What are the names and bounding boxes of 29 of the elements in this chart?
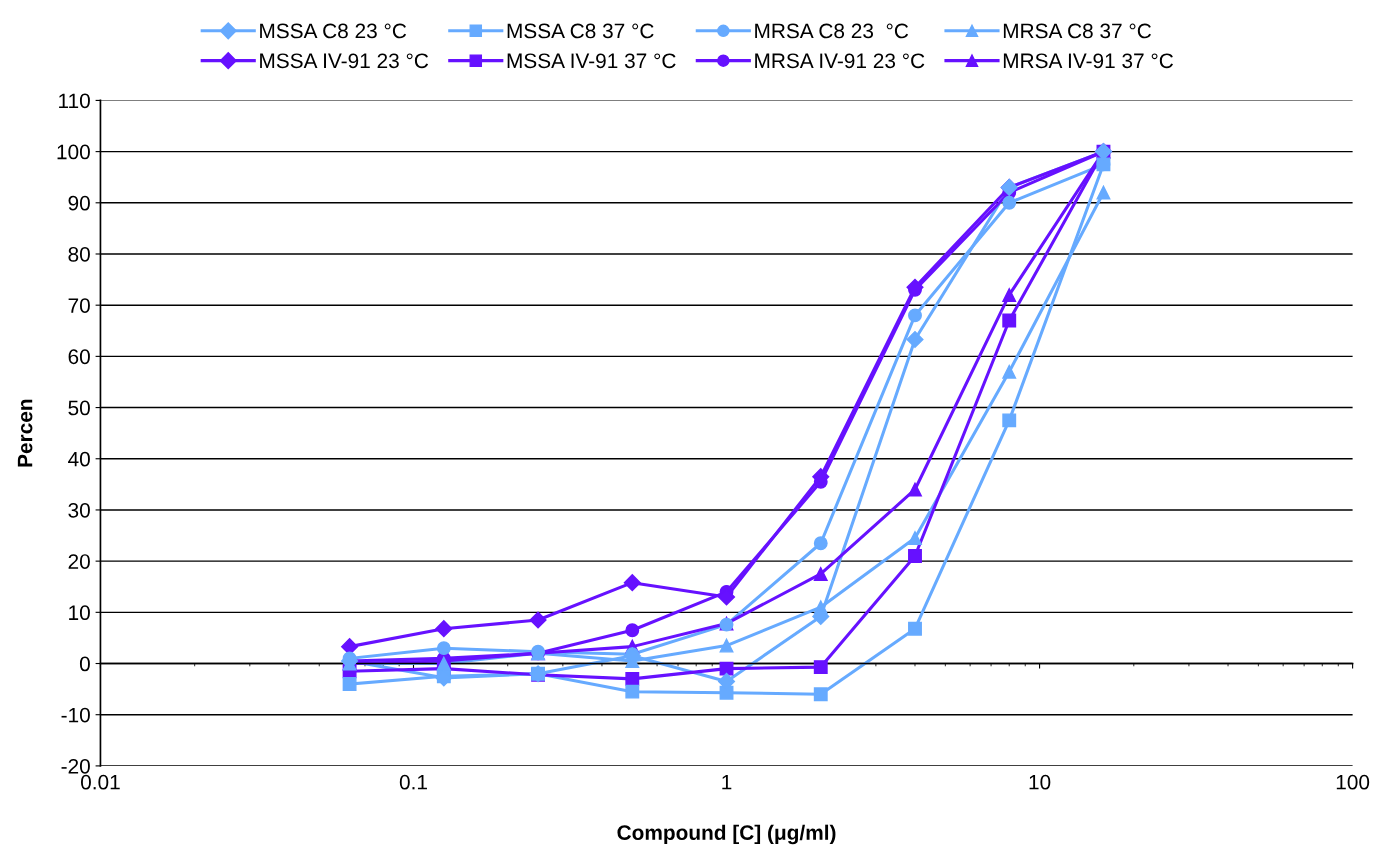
legend-label: MRSA IV-91 23 °C <box>755 53 925 69</box>
legend-label: MSSA C8 37 °C <box>507 23 654 39</box>
legend-label: MSSA C8 23 °C <box>260 23 407 39</box>
y-tick-label: 30 <box>68 502 90 518</box>
y-tick-label: -20 <box>61 758 90 774</box>
legend-label: MRSA IV-91 37 °C <box>1003 53 1174 69</box>
x-tick-label: 10 <box>1029 774 1051 790</box>
x-tick-label: 0.01 <box>80 774 120 790</box>
y-tick-label: 90 <box>68 195 90 211</box>
y-tick-label: 80 <box>68 246 90 262</box>
x-tick-label: 0.1 <box>399 774 427 790</box>
legend-label: MRSA C8 23 °C <box>755 23 909 39</box>
y-tick-label: 100 <box>57 144 90 160</box>
y-tick-label: 40 <box>68 451 90 467</box>
y-tick-label: 0 <box>79 656 90 672</box>
x-tick-label: 1 <box>722 775 732 790</box>
y-tick-label: -10 <box>61 707 90 723</box>
x-tick-label: 100 <box>1336 774 1370 790</box>
legend-label: MSSA IV-91 37 °C <box>507 53 676 69</box>
y-tick-label: 60 <box>68 349 90 365</box>
y-tick-label: 50 <box>68 400 90 416</box>
y-tick-label: 70 <box>68 298 90 313</box>
x-axis-title: Compound [C] (μg/ml) <box>617 824 836 845</box>
y-tick-label: 10 <box>69 605 90 621</box>
legend-label: MSSA IV-91 23 °C <box>260 53 429 69</box>
y-axis-title: Percen <box>17 399 33 467</box>
legend-label: MRSA C8 37 °C <box>1003 23 1151 39</box>
y-tick-label: 20 <box>68 554 90 569</box>
y-tick-label: 110 <box>59 93 90 109</box>
